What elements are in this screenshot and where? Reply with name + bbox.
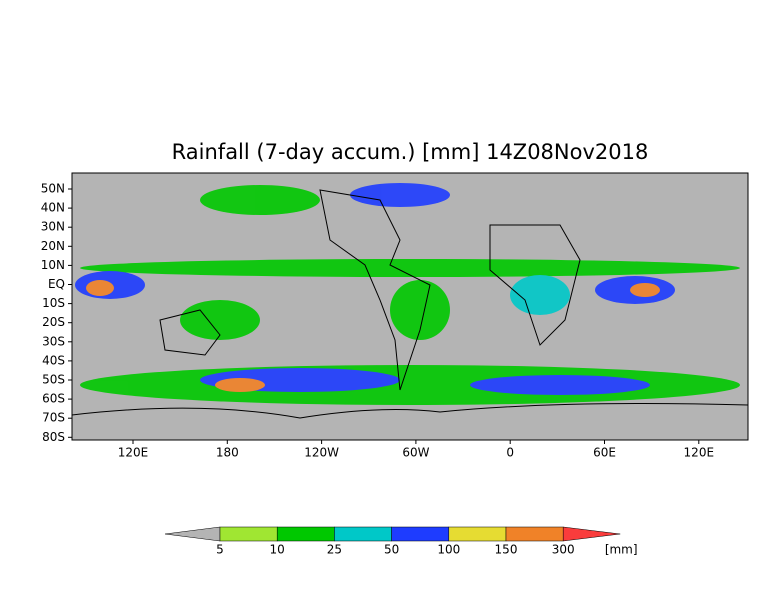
lat-label: 30N	[41, 220, 65, 234]
lat-label: EQ	[48, 277, 65, 291]
colorbar-label: 25	[327, 543, 342, 557]
lat-label: 10S	[42, 296, 65, 310]
lon-labels: 120E 180 120W 60W 0 60E 120E	[118, 440, 714, 460]
africa-coast	[489, 224, 581, 346]
colorbar-unit: [mm]	[605, 543, 638, 557]
colorbar-label: 10	[270, 543, 285, 557]
lat-label: 50S	[42, 373, 65, 387]
colorbar-label: 100	[437, 543, 460, 557]
colorbar-box	[505, 526, 564, 542]
lat-label: 20S	[42, 315, 65, 329]
lon-label: 180	[216, 446, 239, 460]
colorbar-low-triangle	[164, 526, 221, 542]
colorbar-high-triangle	[562, 526, 621, 542]
australia-coast	[159, 309, 221, 356]
map-title: Rainfall (7-day accum.) [mm] 14Z08Nov201…	[172, 140, 649, 164]
map-area	[71, 172, 749, 441]
lat-label: 30S	[42, 334, 65, 348]
colorbar-box	[448, 526, 507, 542]
colorbar-box	[276, 526, 335, 542]
lat-labels: 50N 40N 30N 20N 10N EQ 10S 20S 30S 40S 50S 60S 70S 80…	[41, 182, 72, 444]
antarctica-coast	[71, 403, 749, 419]
lon-label: 120E	[118, 446, 149, 460]
colorbar-box	[391, 526, 450, 542]
colorbar-box	[334, 526, 392, 542]
americas-coast	[319, 189, 431, 391]
lat-label: 40N	[41, 201, 65, 215]
colorbar-label: 5	[216, 543, 224, 557]
lon-label: 0	[506, 446, 514, 460]
colorbar-label: 300	[552, 543, 575, 557]
lat-label: 70S	[42, 411, 65, 425]
colorbar-box	[219, 526, 278, 542]
map-frame	[71, 172, 749, 441]
lon-label: 60W	[402, 446, 429, 460]
lat-label: 80S	[42, 430, 65, 444]
lon-label: 120W	[304, 446, 339, 460]
lat-label: 40S	[42, 353, 65, 367]
lat-label: 20N	[41, 239, 65, 253]
colorbar: 5 10 25 50 100 150 300 [mm]	[164, 526, 638, 557]
lat-label: 60S	[42, 392, 65, 406]
lat-label: 10N	[41, 258, 65, 272]
rain-patterns	[75, 183, 740, 405]
lat-label: 50N	[41, 182, 65, 196]
lon-label: 120E	[684, 446, 715, 460]
colorbar-label: 150	[495, 543, 518, 557]
colorbar-label: 50	[384, 543, 399, 557]
lon-label: 60E	[593, 446, 616, 460]
